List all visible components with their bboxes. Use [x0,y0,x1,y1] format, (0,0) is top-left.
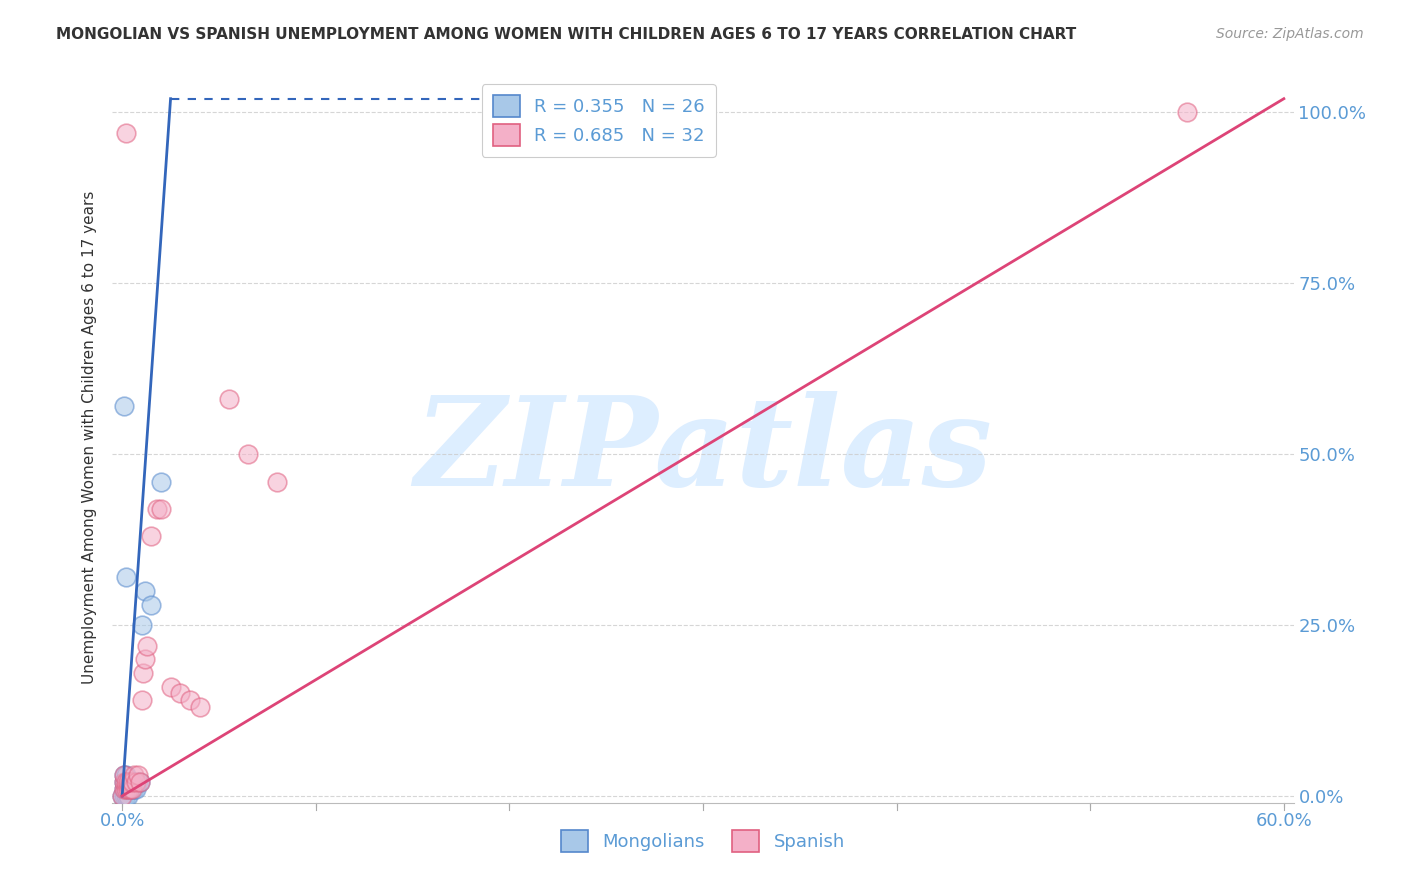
Point [141,598,163,612]
Point [127,775,149,789]
Text: ZIPatlas: ZIPatlas [413,391,993,513]
Point [117,789,139,803]
Point [111,789,134,803]
Text: MONGOLIAN VS SPANISH UNEMPLOYMENT AMONG WOMEN WITH CHILDREN AGES 6 TO 17 YEARS C: MONGOLIAN VS SPANISH UNEMPLOYMENT AMONG … [56,27,1077,42]
Point [149,501,172,516]
Point [112,782,135,797]
Point [122,768,145,782]
Point [141,529,163,543]
Point [118,782,141,797]
Point [179,693,201,707]
Point [125,782,148,797]
Point [121,775,143,789]
Text: Source: ZipAtlas.com: Source: ZipAtlas.com [1216,27,1364,41]
Point [1175,105,1198,120]
Point [188,700,211,714]
Point [149,475,172,489]
Point [115,782,138,797]
Point [117,782,139,797]
Point [132,665,155,680]
Point [121,782,143,797]
Point [112,768,135,782]
Point [136,639,159,653]
Point [131,618,153,632]
Point [112,768,135,782]
Point [127,768,149,782]
Point [122,782,145,797]
Point [121,775,143,789]
Point [128,775,150,789]
Point [134,583,156,598]
Point [125,775,148,789]
Point [115,775,138,789]
Point [115,570,138,584]
Point [118,775,141,789]
Point [266,475,288,489]
Point [111,789,134,803]
Point [112,775,135,789]
Point [112,789,135,803]
Point [146,501,169,516]
Point [117,782,139,797]
Point [118,782,141,797]
Point [218,392,240,407]
Point [118,775,141,789]
Point [159,680,181,694]
Point [117,775,139,789]
Y-axis label: Unemployment Among Women with Children Ages 6 to 17 years: Unemployment Among Women with Children A… [82,190,97,684]
Point [112,782,135,797]
Point [169,686,191,700]
Point [121,782,143,797]
Point [131,693,153,707]
Point [115,775,138,789]
Point [236,447,259,461]
Point [115,768,138,782]
Point [115,782,138,797]
Point [115,126,138,140]
Legend: Mongolians, Spanish: Mongolians, Spanish [554,823,852,860]
Point [115,789,138,803]
Point [128,775,150,789]
Point [112,400,135,414]
Point [134,652,156,666]
Point [117,775,139,789]
Point [112,775,135,789]
